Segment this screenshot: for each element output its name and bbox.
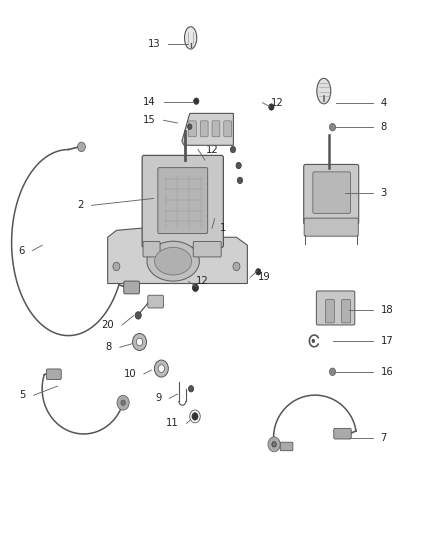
Ellipse shape xyxy=(184,27,197,49)
Text: 9: 9 xyxy=(155,393,161,403)
Text: 5: 5 xyxy=(20,390,26,400)
FancyBboxPatch shape xyxy=(46,369,61,379)
FancyBboxPatch shape xyxy=(212,121,220,137)
FancyBboxPatch shape xyxy=(316,291,355,325)
Circle shape xyxy=(230,147,236,153)
FancyBboxPatch shape xyxy=(224,121,232,137)
FancyBboxPatch shape xyxy=(334,429,351,439)
Text: 1: 1 xyxy=(220,223,226,233)
Ellipse shape xyxy=(155,247,192,275)
Circle shape xyxy=(268,437,280,452)
FancyBboxPatch shape xyxy=(124,281,139,294)
Text: 3: 3 xyxy=(381,188,387,198)
Text: 20: 20 xyxy=(102,320,114,330)
Circle shape xyxy=(329,368,336,375)
Circle shape xyxy=(188,385,194,392)
Circle shape xyxy=(194,98,199,104)
Circle shape xyxy=(78,142,85,152)
Text: 4: 4 xyxy=(381,98,387,108)
FancyBboxPatch shape xyxy=(304,218,358,236)
Text: 8: 8 xyxy=(381,122,387,132)
Circle shape xyxy=(135,312,141,319)
Text: 16: 16 xyxy=(381,367,393,377)
Text: 12: 12 xyxy=(271,98,283,108)
Circle shape xyxy=(329,124,336,131)
FancyBboxPatch shape xyxy=(342,300,350,323)
Text: 8: 8 xyxy=(106,342,112,352)
Ellipse shape xyxy=(317,78,331,104)
Circle shape xyxy=(272,442,276,447)
FancyBboxPatch shape xyxy=(142,156,223,247)
FancyBboxPatch shape xyxy=(143,241,160,257)
FancyBboxPatch shape xyxy=(148,295,163,308)
Text: 7: 7 xyxy=(381,433,387,443)
Circle shape xyxy=(117,395,129,410)
Circle shape xyxy=(312,340,314,343)
Circle shape xyxy=(192,413,198,420)
Circle shape xyxy=(236,163,241,168)
FancyBboxPatch shape xyxy=(325,300,334,323)
FancyBboxPatch shape xyxy=(313,172,350,213)
Text: 14: 14 xyxy=(143,96,155,107)
Text: 12: 12 xyxy=(206,144,219,155)
Circle shape xyxy=(113,262,120,271)
Circle shape xyxy=(269,104,274,110)
Text: 19: 19 xyxy=(258,272,271,282)
FancyBboxPatch shape xyxy=(304,165,359,224)
FancyBboxPatch shape xyxy=(200,121,208,137)
FancyBboxPatch shape xyxy=(158,167,208,233)
Circle shape xyxy=(192,284,198,292)
Text: 15: 15 xyxy=(143,115,155,125)
Circle shape xyxy=(237,177,243,183)
Circle shape xyxy=(121,400,125,406)
Circle shape xyxy=(187,124,192,130)
Text: 17: 17 xyxy=(381,336,393,346)
Text: 6: 6 xyxy=(18,246,25,255)
Circle shape xyxy=(136,338,143,346)
Text: 2: 2 xyxy=(77,200,84,211)
Text: 13: 13 xyxy=(148,39,160,49)
Polygon shape xyxy=(108,228,247,284)
FancyBboxPatch shape xyxy=(193,241,221,257)
Text: 11: 11 xyxy=(166,418,179,429)
Circle shape xyxy=(133,334,147,351)
Polygon shape xyxy=(182,114,233,146)
Circle shape xyxy=(154,360,168,377)
Text: 10: 10 xyxy=(124,369,136,379)
FancyBboxPatch shape xyxy=(188,121,196,137)
Text: 18: 18 xyxy=(381,305,393,315)
Circle shape xyxy=(233,262,240,271)
FancyBboxPatch shape xyxy=(280,442,293,451)
Circle shape xyxy=(158,365,165,373)
Text: 12: 12 xyxy=(196,277,209,286)
Circle shape xyxy=(256,269,261,275)
Ellipse shape xyxy=(147,241,199,281)
